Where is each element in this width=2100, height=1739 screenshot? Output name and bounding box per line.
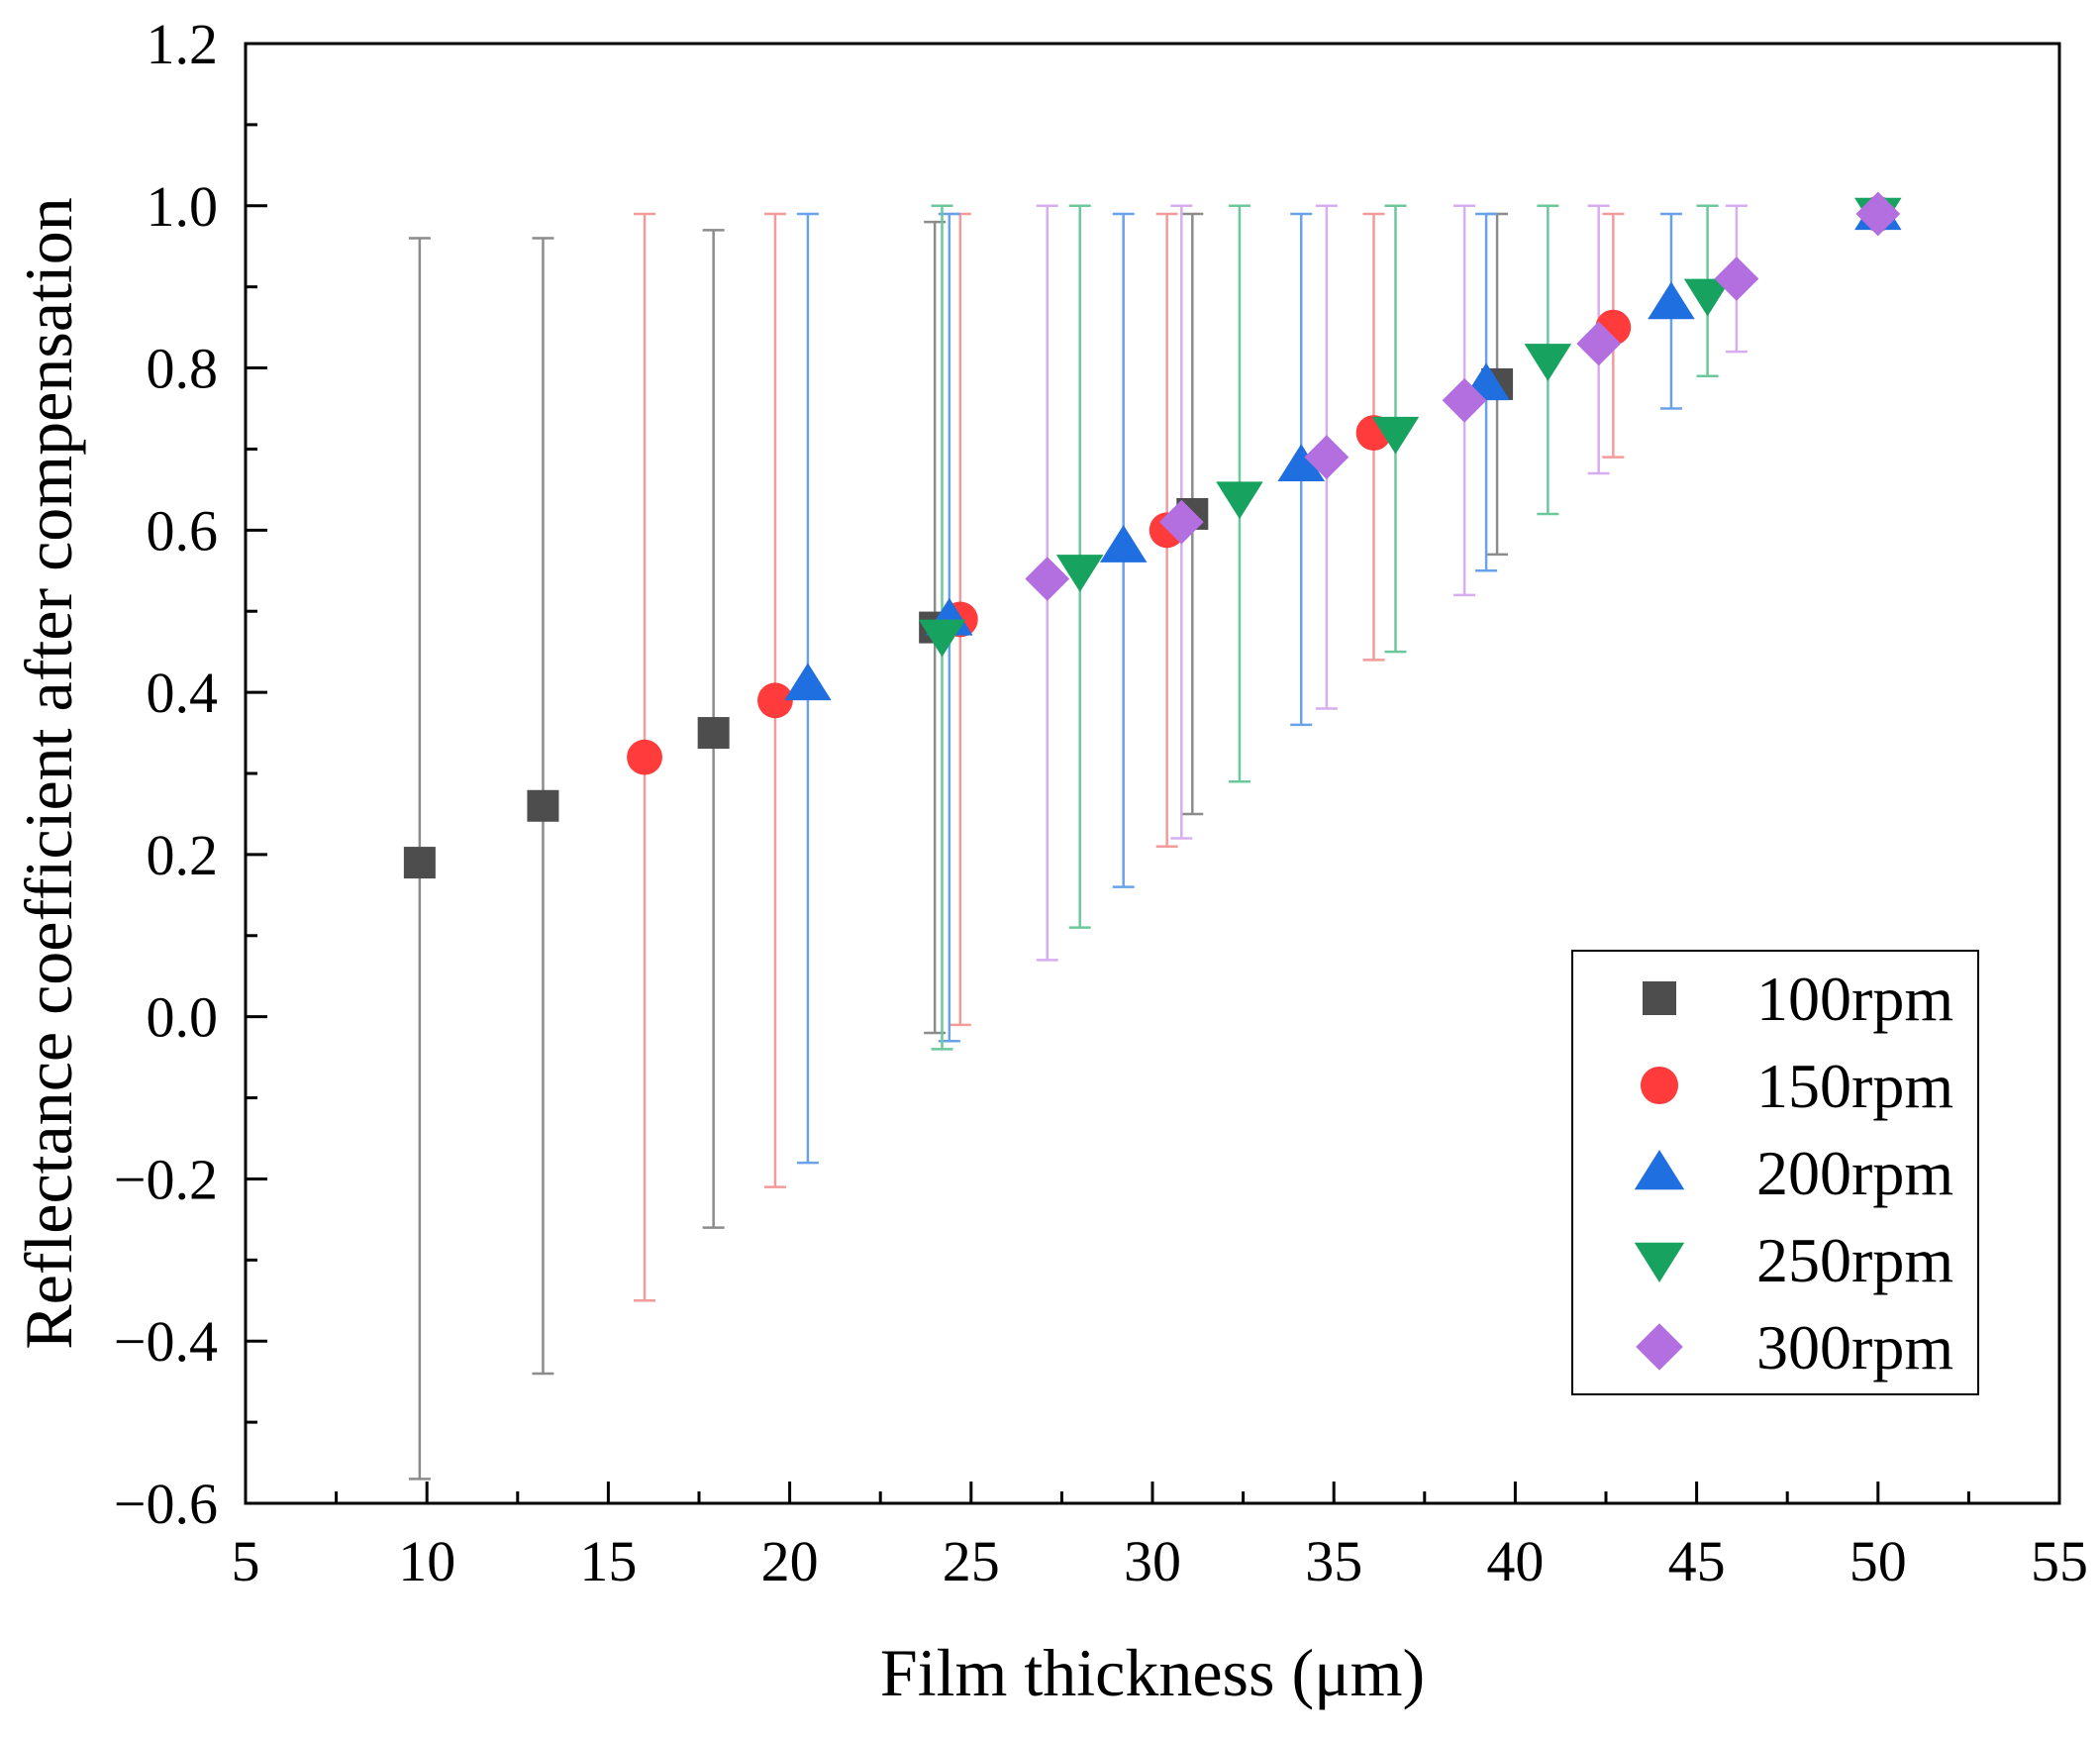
x-axis-title: Film thickness (μm)	[880, 1635, 1425, 1710]
data-point-250rpm	[918, 619, 966, 658]
data-point-200rpm	[1277, 444, 1325, 482]
x-tick-label: 5	[232, 1529, 260, 1593]
data-point-150rpm	[757, 682, 793, 719]
data-point-150rpm	[627, 739, 662, 775]
x-tick-label: 45	[1668, 1529, 1726, 1593]
y-tick-label: 0.6	[147, 498, 219, 563]
x-tick-labels: 5 10 15 20 25 30 35 40 45 50 55	[232, 1529, 2089, 1593]
y-tick-label: 0.2	[147, 823, 219, 887]
x-tick-label: 20	[761, 1529, 819, 1593]
y-tick-labels: −0.6 −0.4 −0.2 0.0 0.2 0.4 0.6 0.8 1.0 1.2	[114, 12, 218, 1536]
data-point-300rpm	[1855, 191, 1901, 237]
data-point-300rpm	[1576, 321, 1622, 366]
legend-box	[1571, 950, 1979, 1395]
data-point-200rpm	[1648, 281, 1695, 320]
axis-ticks	[244, 42, 2061, 1505]
x-tick-label: 40	[1486, 1529, 1544, 1593]
data-point-200rpm	[1099, 525, 1148, 563]
legend-label-150rpm: 150rpm	[1756, 1051, 1953, 1121]
legend-marker-250rpm	[1634, 1242, 1685, 1282]
data-point-300rpm	[1304, 435, 1350, 480]
data-point-100rpm	[403, 847, 436, 879]
data-point-250rpm	[1216, 481, 1263, 520]
data-point-250rpm	[1524, 344, 1572, 381]
y-tick-label: 0.0	[147, 985, 219, 1050]
y-tick-label: −0.6	[114, 1472, 218, 1536]
y-tick-label: 1.2	[147, 12, 219, 76]
y-tick-label: −0.2	[114, 1147, 218, 1211]
x-tick-label: 25	[943, 1529, 1000, 1593]
legend-label-300rpm: 300rpm	[1756, 1312, 1953, 1382]
legend-label-200rpm: 200rpm	[1756, 1138, 1953, 1208]
data-point-300rpm	[1714, 256, 1759, 301]
y-tick-label: 0.8	[147, 337, 219, 401]
legend-marker-150rpm	[1640, 1066, 1679, 1105]
legend-label-250rpm: 250rpm	[1756, 1225, 1953, 1295]
y-tick-label: 0.4	[147, 661, 219, 725]
y-tick-label: −0.4	[114, 1309, 218, 1374]
x-tick-label: 15	[579, 1529, 637, 1593]
data-point-100rpm	[527, 789, 559, 822]
x-tick-label: 30	[1124, 1529, 1181, 1593]
legend-marker-100rpm	[1643, 981, 1676, 1015]
legend-marker-200rpm	[1634, 1150, 1685, 1190]
data-point-300rpm	[1442, 377, 1487, 423]
data-point-250rpm	[1683, 278, 1732, 317]
data-point-200rpm	[784, 663, 832, 701]
y-axis-title: Reflectance coefficient after compensati…	[11, 197, 86, 1350]
data-point-250rpm	[1371, 416, 1420, 455]
legend-label-100rpm: 100rpm	[1756, 964, 1953, 1034]
data-point-300rpm	[1158, 499, 1204, 545]
x-tick-label: 10	[398, 1529, 455, 1593]
y-tick-label: 1.0	[147, 174, 219, 239]
data-point-100rpm	[697, 717, 730, 750]
x-tick-label: 50	[1850, 1529, 1907, 1593]
data-markers	[403, 191, 1902, 879]
legend: 100rpm 150rpm 200rpm 250rpm 300rpm	[1571, 950, 1979, 1395]
legend-marker-300rpm	[1636, 1323, 1683, 1371]
x-tick-label: 55	[2031, 1529, 2088, 1593]
x-tick-label: 35	[1305, 1529, 1362, 1593]
data-point-300rpm	[1025, 557, 1070, 601]
data-point-250rpm	[1055, 555, 1104, 592]
